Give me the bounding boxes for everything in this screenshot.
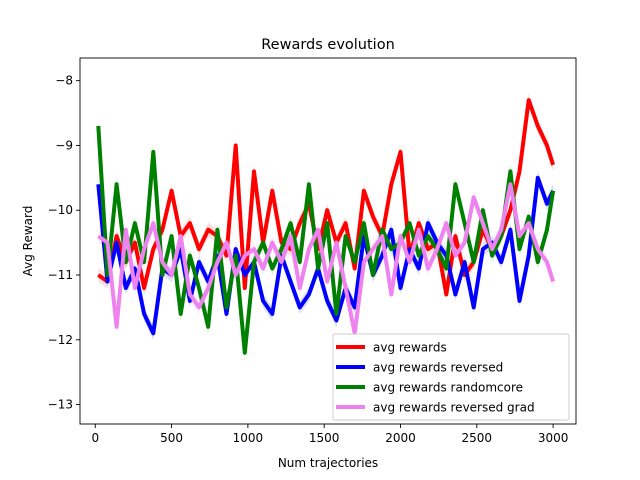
y-axis-ticks: −13 −12 −11 −10 −9 −8 (48, 74, 80, 412)
y-axis-label: Avg Reward (21, 206, 35, 277)
legend-box (332, 333, 570, 421)
x-tick-label: 2000 (385, 431, 416, 445)
x-tick-label: 1500 (309, 431, 340, 445)
x-tick-label: 2500 (462, 431, 493, 445)
legend-label: avg rewards reversed (373, 361, 503, 375)
plot-frame (79, 57, 577, 425)
y-tick-label: −9 (55, 138, 73, 152)
x-axis-label: Num trajectories (278, 456, 378, 470)
legend-label: avg rewards reversed grad (373, 401, 535, 415)
y-tick-label: −10 (48, 203, 73, 217)
chart-title: Rewards evolution (261, 37, 395, 53)
y-tick-label: −11 (48, 268, 73, 282)
x-axis-ticks: 0 500 1000 1500 2000 2500 3000 (91, 424, 568, 445)
legend-label: avg rewards (373, 341, 447, 355)
x-tick-label: 1000 (233, 431, 264, 445)
avg-rewards-reversed-grad-line (97, 182, 556, 336)
y-tick-label: −8 (55, 74, 73, 88)
x-tick-label: 500 (160, 431, 183, 445)
y-tick-label: −12 (48, 333, 73, 347)
series-lines (96, 98, 556, 355)
y-tick-label: −13 (48, 398, 73, 412)
x-tick-label: 0 (91, 431, 99, 445)
avg-rewards-line (97, 98, 556, 297)
x-tick-label: 3000 (538, 431, 569, 445)
legend-label: avg rewards randomcore (373, 381, 523, 395)
legend: avg rewards avg rewards reversed avg rewar… (332, 333, 570, 421)
